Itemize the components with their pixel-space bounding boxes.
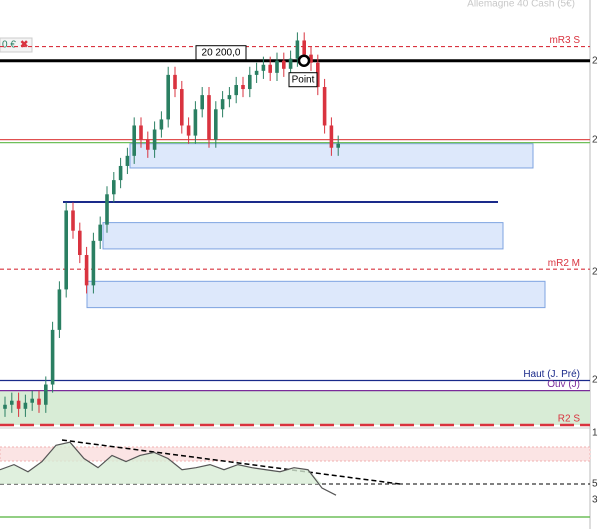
point-marker [297, 54, 311, 67]
oscillator-area [0, 442, 336, 484]
candle-body [98, 224, 102, 241]
candle-body [207, 95, 211, 140]
candle-body [50, 329, 55, 385]
candle-body [71, 210, 75, 231]
candle-body [146, 139, 150, 150]
oscillator-line [0, 441, 337, 496]
right-axis-label: 2 [592, 375, 598, 386]
level-label: R2 S [558, 414, 581, 425]
candle-body [10, 400, 14, 405]
position-box[interactable] [0, 37, 33, 53]
candle-body [329, 125, 334, 148]
candle-body [302, 40, 306, 55]
zone [86, 280, 546, 309]
candle-body [78, 230, 82, 255]
candle-body [193, 109, 198, 136]
candle-body [112, 180, 116, 195]
candle-body [234, 85, 238, 96]
overbought-band [0, 446, 591, 462]
candle-body [282, 60, 286, 69]
candle-body [295, 40, 300, 59]
close-icon[interactable]: ✖ [20, 40, 28, 51]
trend-line [61, 439, 401, 485]
candle-body [261, 64, 266, 71]
candle-body [44, 384, 48, 405]
position-label: 0 € [2, 40, 16, 51]
candle-body [214, 109, 218, 140]
candle-body [166, 74, 170, 120]
level-label: Haut (J. Pré) [523, 369, 580, 380]
candle-body [16, 400, 21, 409]
candle-body [152, 129, 157, 150]
price-tag-box [195, 45, 247, 61]
zone [102, 222, 504, 250]
candle-body [309, 54, 313, 63]
support-zone [0, 390, 590, 425]
level-label: Ouv (J) [547, 379, 580, 390]
candle-body [173, 74, 177, 90]
level-label: mR2 M [548, 258, 580, 269]
candle-body [105, 194, 109, 225]
candle-body [322, 87, 327, 126]
candle-body [254, 70, 259, 75]
right-axis-label: 3 [592, 495, 598, 506]
candle-body [23, 402, 28, 409]
right-axis-label: 1 [592, 428, 598, 439]
right-axis-label: 5 [592, 479, 598, 490]
right-axis-label: 2 [592, 56, 598, 67]
candle-body [180, 89, 184, 126]
candle-body [288, 58, 293, 69]
candle-body [139, 125, 143, 140]
point-label: Point [292, 74, 315, 85]
candle-body [91, 240, 96, 286]
level-label: mR3 S [549, 35, 580, 46]
candle-body [336, 143, 340, 148]
candle-body [241, 85, 245, 90]
point-box [288, 72, 318, 88]
right-axis-label: 2 [592, 267, 598, 278]
candle-body [275, 60, 279, 73]
candle-body [186, 125, 191, 136]
candle-body [125, 155, 130, 166]
candle-body [159, 119, 164, 130]
candle-body [316, 62, 320, 88]
price-tag: 20 200,0 [202, 47, 241, 58]
candle-body [30, 398, 34, 403]
candle-body [37, 398, 41, 405]
candle-body [84, 255, 89, 286]
candle-body [3, 404, 7, 409]
candle-body [64, 210, 68, 290]
candle-body [132, 125, 136, 156]
candle-body [118, 165, 123, 181]
right-axis-label: 2 [592, 135, 598, 146]
candle-body [57, 289, 62, 330]
candle-body [268, 64, 272, 73]
candle-body [200, 95, 204, 110]
candle-body [227, 95, 232, 100]
candle-body [220, 99, 225, 110]
candle-body [248, 74, 252, 90]
chart-title: Allemagne 40 Cash (5€) [467, 0, 575, 10]
